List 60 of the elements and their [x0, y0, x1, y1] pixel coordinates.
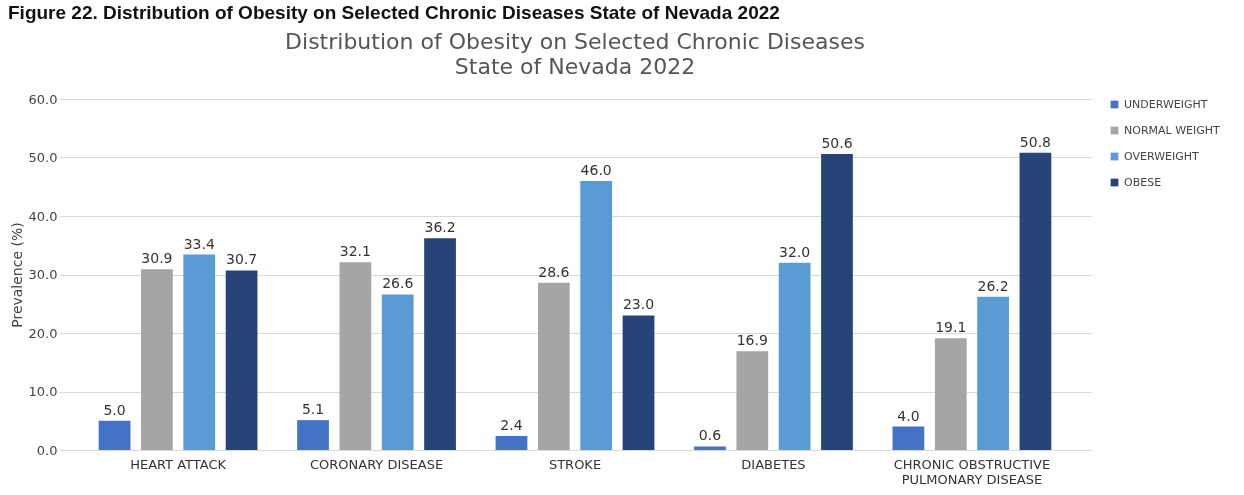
bar — [934, 338, 967, 450]
data-label: 19.1 — [935, 319, 967, 336]
legend-label: UNDERWEIGHT — [1124, 97, 1208, 111]
bar — [694, 446, 726, 450]
y-tick-label: 20.0 — [28, 325, 58, 341]
bar — [424, 238, 456, 450]
bar — [183, 254, 216, 450]
y-tick-label: 30.0 — [28, 267, 58, 282]
bar — [225, 270, 258, 450]
bar — [892, 426, 925, 450]
bar — [778, 262, 811, 450]
data-label: 26.6 — [382, 275, 414, 292]
bar — [580, 180, 613, 450]
data-label: 32.1 — [339, 243, 371, 260]
data-label: 23.0 — [622, 296, 655, 313]
data-label: 26.2 — [977, 277, 1009, 294]
chart-title: Distribution of Obesity on Selected Chronic Diseases — [285, 29, 865, 54]
y-tick-label: 50.0 — [28, 150, 58, 165]
y-tick-label: 0.0 — [36, 442, 58, 458]
y-axis-title: Prevalence (%) — [8, 222, 25, 328]
data-label: 2.4 — [500, 416, 523, 433]
data-label: 36.2 — [424, 219, 456, 236]
data-label: 4.0 — [897, 407, 920, 424]
legend-label: OBESE — [1124, 175, 1162, 189]
caption: Figure 22. Distribution of Obesity on Selected Chronic Diseases State of Nevada 2022 — [7, 1, 781, 25]
x-tick-label: CORONARY DISEASE — [309, 456, 444, 472]
bar — [821, 153, 853, 450]
data-label: 46.0 — [580, 161, 612, 178]
y-tick-label: 60.0 — [28, 91, 58, 107]
bar — [537, 282, 570, 450]
bar — [381, 294, 414, 450]
x-tick-label: CHRONIC OBSTRUCTIVE PULMONARY DISEASE — [893, 456, 1051, 487]
data-label: 5.0 — [103, 401, 126, 418]
bar — [977, 296, 1009, 450]
data-label: 32.0 — [779, 243, 811, 260]
y-tick-label: 40.0 — [28, 208, 58, 224]
bar — [736, 351, 769, 450]
data-label: 30.7 — [226, 251, 258, 268]
x-tick-label: HEART ATTACK — [130, 456, 227, 472]
bar — [297, 420, 329, 450]
x-tick-label: STROKE — [548, 456, 602, 472]
bar — [495, 435, 528, 450]
chart-subtitle: State of Nevada 2022 — [454, 54, 696, 79]
data-label: 50.6 — [821, 134, 853, 151]
data-label: 16.9 — [736, 332, 768, 349]
data-label: 28.6 — [538, 263, 570, 280]
legend-label: OVERWEIGHT — [1124, 149, 1199, 163]
bar — [1019, 152, 1052, 450]
data-label: 30.9 — [141, 250, 173, 267]
bar — [339, 262, 372, 450]
x-tick-label: DIABETES — [741, 456, 806, 472]
data-label: 33.4 — [183, 235, 215, 252]
data-label: 50.8 — [1019, 133, 1052, 150]
data-label: 0.6 — [698, 427, 722, 444]
y-tick-label: 10.0 — [28, 384, 58, 399]
data-label: 5.1 — [301, 401, 325, 418]
bar — [622, 315, 655, 450]
bar — [98, 420, 131, 450]
legend-label: NORMAL WEIGHT — [1124, 123, 1221, 137]
bar — [141, 269, 173, 450]
